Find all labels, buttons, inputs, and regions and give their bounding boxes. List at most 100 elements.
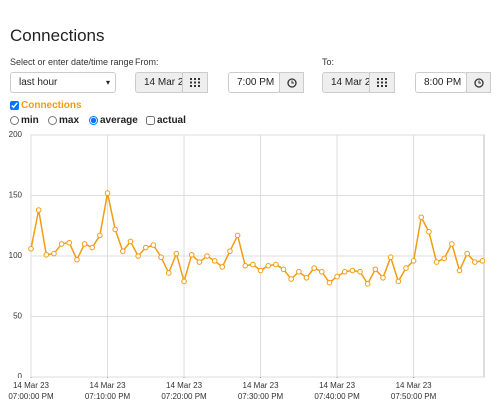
calendar-button[interactable] — [182, 72, 208, 93]
calendar-icon — [377, 78, 387, 87]
x-tick-label: 14 Mar 23 07:40:00 PM — [314, 381, 360, 401]
data-point — [234, 232, 241, 239]
data-point — [242, 262, 249, 269]
title: Connections — [10, 26, 105, 45]
range-select[interactable]: last hour ▾ — [10, 72, 116, 93]
data-point — [403, 265, 409, 271]
data-point — [104, 190, 111, 196]
from-time[interactable]: 7:00 PM — [228, 72, 280, 93]
mode-label: average — [100, 115, 138, 126]
data-point — [357, 268, 363, 275]
mode-option[interactable]: max — [48, 115, 79, 126]
to-time[interactable]: 8:00 PM — [415, 72, 467, 93]
y-tick-label: 200 — [9, 130, 23, 139]
series-label: Connections — [21, 100, 82, 111]
data-point — [120, 248, 126, 254]
clock-button[interactable] — [279, 72, 304, 93]
x-tick-label: 14 Mar 23 07:30:00 PM — [237, 381, 284, 401]
mode-label: min — [21, 115, 39, 126]
mode-radio[interactable] — [89, 116, 98, 125]
data-point — [74, 256, 80, 263]
data-point — [250, 261, 256, 268]
data-point — [219, 264, 226, 270]
data-point — [28, 245, 34, 252]
x-tick-label: 14 Mar 23 07:00:00 PM — [8, 381, 54, 401]
range-label: Select or enter date/time range — [10, 57, 134, 67]
data-point — [341, 268, 348, 275]
x-tick-label: 14 Mar 23 07:10:00 PM — [84, 381, 131, 401]
x-tick-label: 14 Mar 23 07:50:00 PM — [390, 381, 437, 401]
data-point — [165, 270, 172, 276]
data-point — [395, 278, 402, 285]
data-point — [58, 241, 65, 247]
data-point — [288, 276, 294, 282]
data-point — [51, 250, 57, 257]
clock-button[interactable] — [466, 72, 491, 93]
data-point — [296, 268, 302, 275]
y-tick-label: 150 — [9, 191, 23, 200]
data-point — [364, 281, 371, 287]
data-point — [89, 244, 96, 251]
series-checkbox[interactable] — [10, 101, 19, 110]
data-point — [273, 261, 279, 268]
data-point — [349, 267, 356, 274]
data-point — [380, 274, 386, 281]
data-point — [280, 266, 287, 273]
data-point — [257, 267, 264, 274]
y-tick-label: 50 — [13, 312, 22, 321]
data-point — [456, 267, 463, 274]
data-point — [464, 250, 470, 257]
clock-icon — [286, 77, 297, 88]
range-value: last hour — [19, 77, 58, 88]
y-tick-label: 100 — [9, 251, 23, 260]
x-tick-label: 14 Mar 23 07:20:00 PM — [161, 381, 207, 401]
to-label: To: — [322, 57, 335, 67]
data-point — [196, 259, 203, 265]
data-point — [326, 279, 333, 286]
calendar-icon — [190, 78, 200, 87]
data-point — [43, 251, 50, 258]
data-point — [372, 266, 379, 273]
data-point — [303, 274, 310, 281]
data-point — [472, 259, 478, 265]
data-point — [265, 262, 272, 269]
series-toggle[interactable]: Connections — [10, 100, 82, 111]
data-point — [204, 253, 210, 259]
data-point — [449, 241, 455, 247]
mode-option[interactable]: min — [10, 115, 39, 126]
data-point — [150, 242, 157, 248]
from-date[interactable]: 14 Mar 2 — [135, 72, 183, 93]
data-point — [479, 258, 486, 264]
data-point — [97, 232, 103, 239]
mode-radio[interactable] — [10, 116, 19, 125]
data-point — [188, 251, 195, 258]
data-point — [135, 253, 141, 259]
data-point — [441, 255, 448, 262]
y-tick-label: 0 — [18, 372, 23, 378]
data-point — [127, 238, 134, 245]
data-point — [433, 259, 440, 265]
data-point — [318, 268, 325, 275]
data-point — [81, 241, 88, 247]
to-date[interactable]: 14 Mar 2 — [322, 72, 370, 93]
data-point — [181, 278, 187, 285]
data-point — [112, 226, 118, 233]
data-point — [173, 250, 180, 257]
mode-option[interactable]: average — [89, 115, 138, 126]
data-point — [426, 229, 432, 235]
data-point — [227, 248, 233, 254]
data-point — [66, 239, 73, 246]
mode-checkbox[interactable] — [146, 116, 155, 125]
data-point — [334, 273, 340, 280]
mode-label: actual — [157, 115, 186, 126]
data-point — [142, 244, 149, 251]
calendar-button[interactable] — [369, 72, 395, 93]
data-point — [387, 254, 394, 261]
data-point — [418, 214, 425, 221]
from-label: From: — [135, 57, 159, 67]
mode-option[interactable]: actual — [146, 115, 186, 126]
mode-radio[interactable] — [48, 116, 57, 125]
data-point — [311, 265, 317, 271]
data-point — [35, 207, 42, 213]
